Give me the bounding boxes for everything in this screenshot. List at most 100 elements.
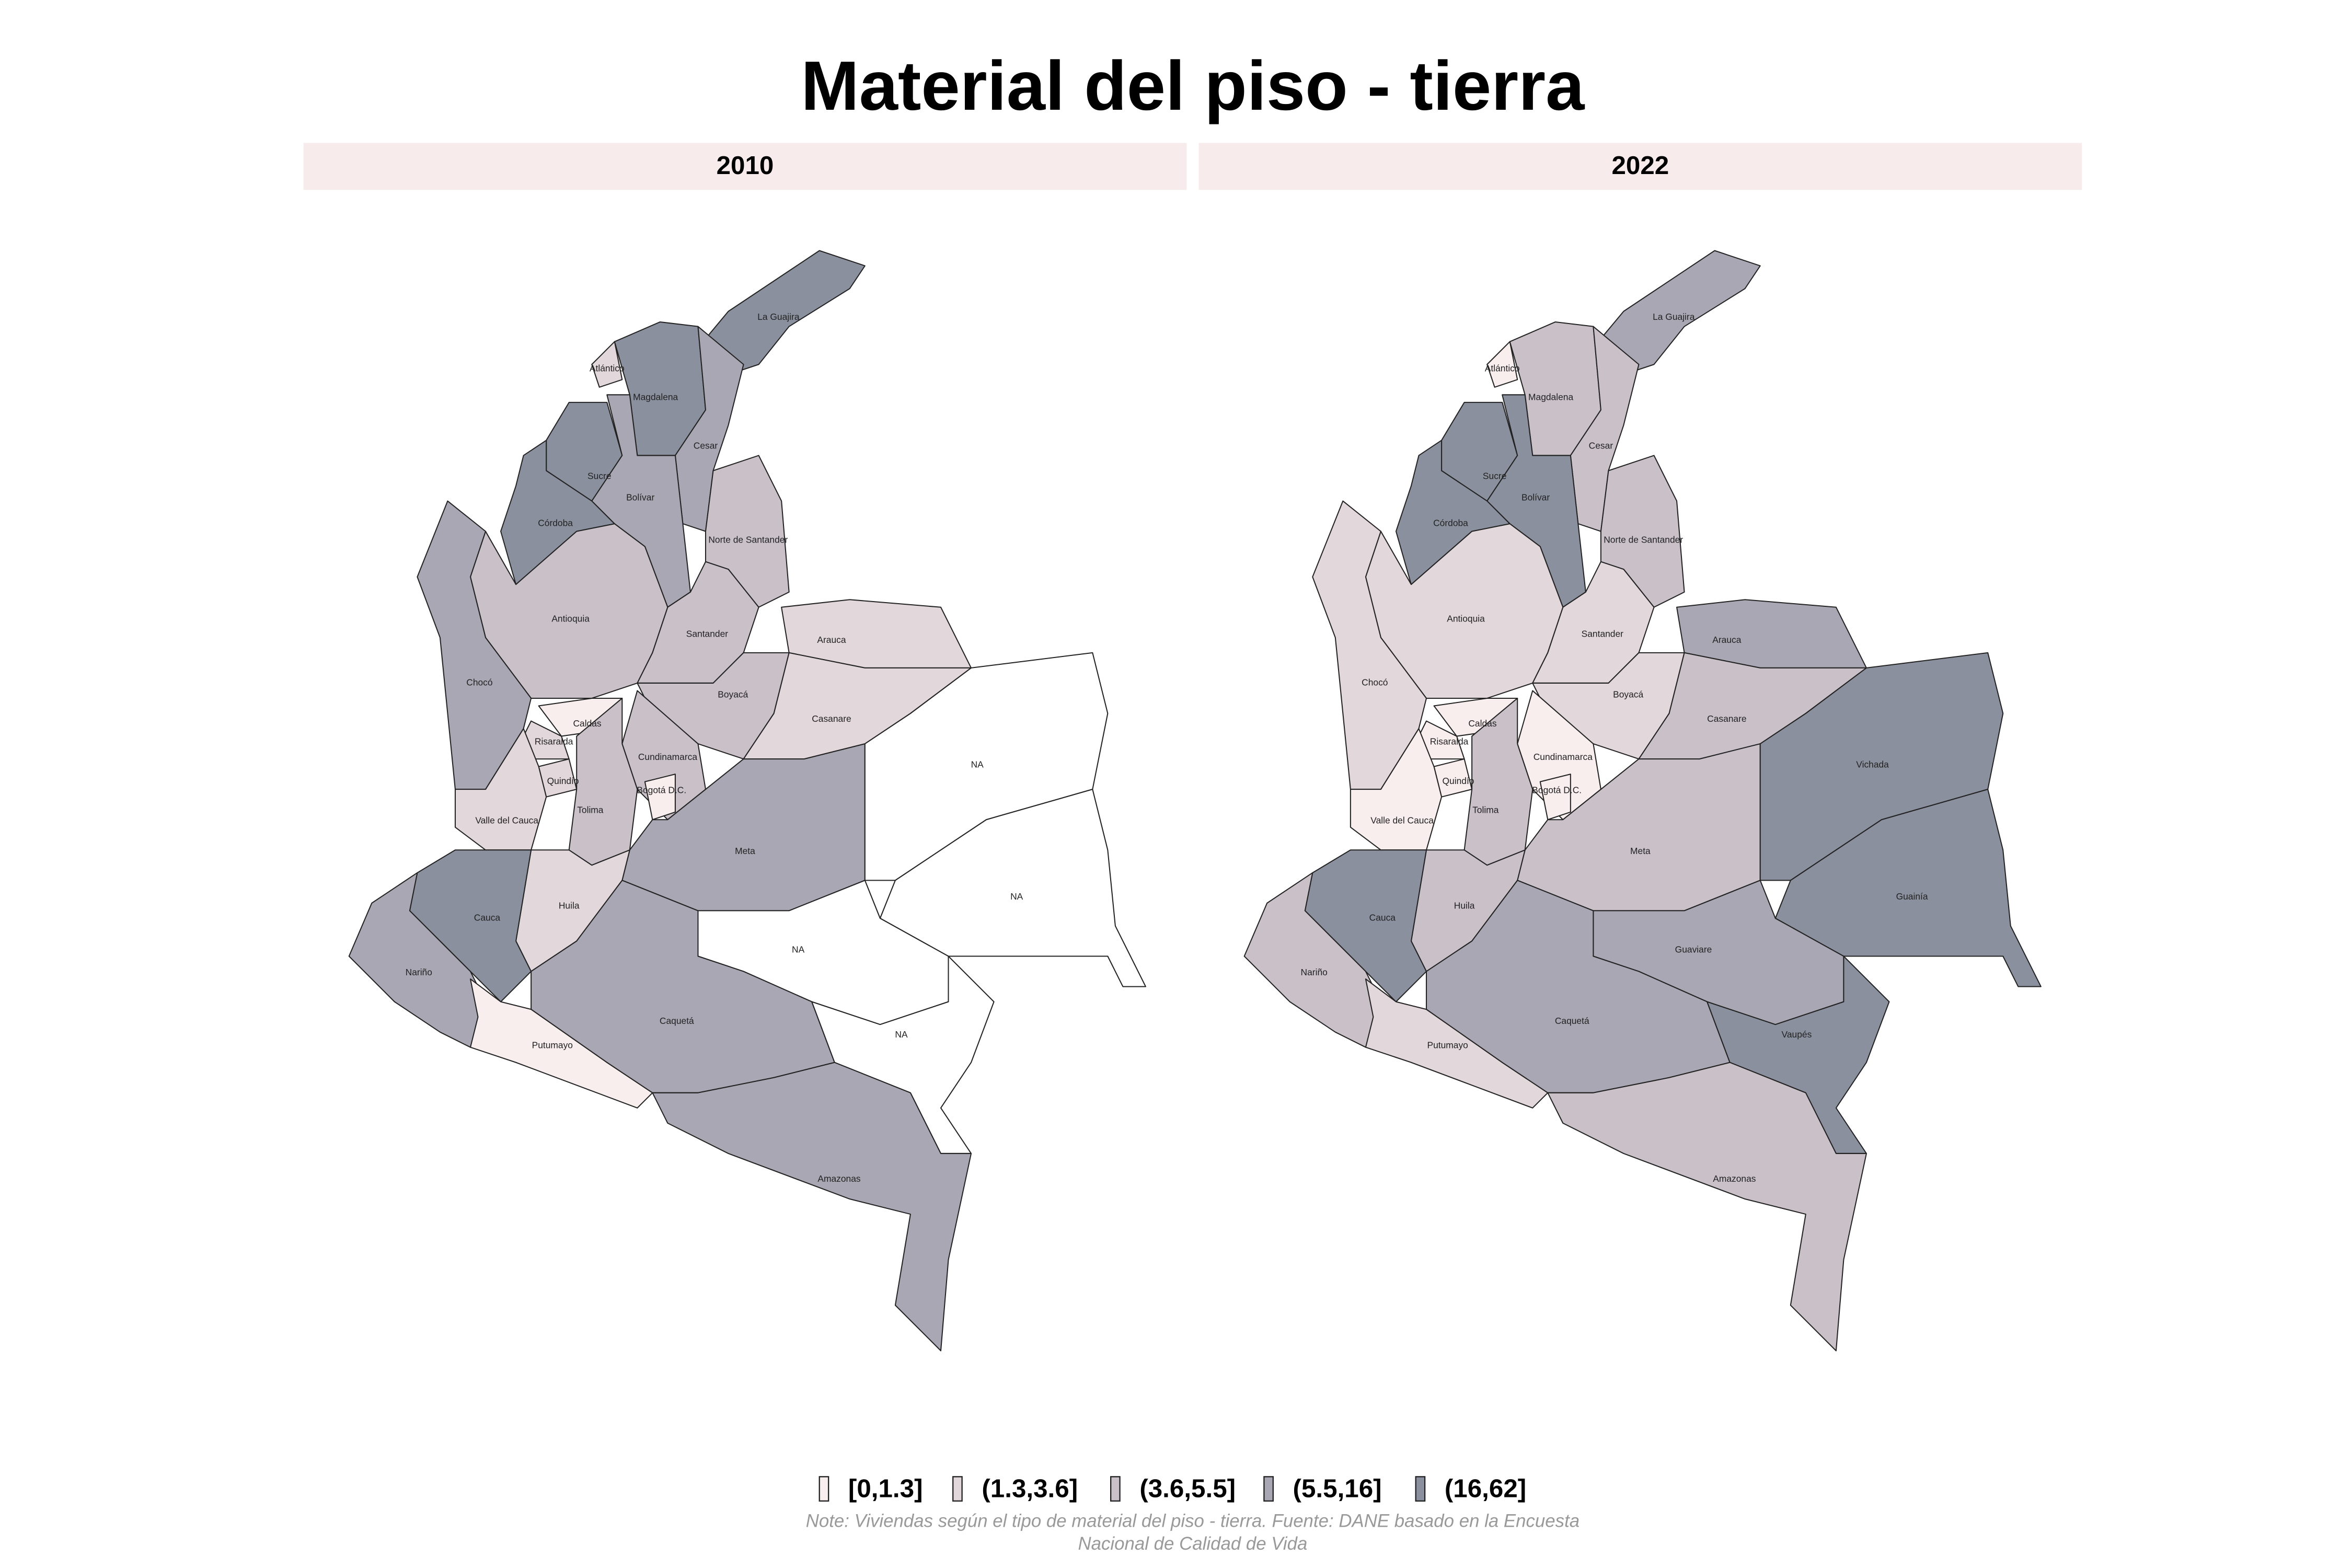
region-label: Chocó — [466, 677, 492, 688]
region — [1350, 728, 1443, 851]
region-label: Córdoba — [538, 518, 573, 528]
legend-label: (16,62] — [1445, 1474, 1526, 1503]
legend-swatch — [1110, 1476, 1121, 1502]
legend-swatch — [1415, 1476, 1426, 1502]
region-label: Córdoba — [1433, 518, 1468, 528]
region-label: Tolima — [577, 804, 604, 815]
region — [1759, 652, 2004, 881]
region-label: Tolima — [1472, 804, 1499, 815]
region — [644, 774, 676, 821]
panel-strip — [1198, 143, 2082, 190]
region-label: Casanare — [812, 713, 851, 724]
legend-swatch — [818, 1476, 829, 1502]
region-label: Putumayo — [1427, 1040, 1468, 1050]
region-label: Cauca — [1369, 913, 1396, 923]
region-label: Cundinamarca — [1534, 752, 1593, 762]
legend-label: (3.6,5.5] — [1139, 1474, 1236, 1503]
region — [454, 728, 547, 851]
region — [1547, 1062, 1867, 1352]
region-label: Santander — [686, 629, 729, 639]
map-panel: La Guajira Atlántico Magdalena Cesar Sucre Bo… — [1243, 250, 2042, 1352]
region-label: Amazonas — [1713, 1173, 1756, 1184]
region-label: Sucre — [1483, 471, 1506, 481]
region — [1539, 774, 1571, 821]
region-label: Guainía — [1896, 891, 1928, 902]
region — [417, 500, 532, 790]
panel-strip — [303, 143, 1187, 190]
region-label: Huila — [559, 900, 580, 910]
note: Note: Viviendas según el tipo de materia… — [806, 1511, 1579, 1531]
region-label: Norte de Santander — [708, 535, 788, 545]
note: Nacional de Calidad de Vida — [1078, 1534, 1307, 1554]
region — [864, 652, 1109, 881]
region-label: Vichada — [1856, 759, 1889, 769]
region-label: Quindío — [547, 776, 579, 786]
region-label: Bolívar — [626, 492, 654, 502]
region-label: Bogotá D.C. — [637, 785, 686, 795]
region-label: Guaviare — [1675, 944, 1712, 954]
region-label: Sucre — [587, 471, 611, 481]
region-label: Cesar — [694, 441, 718, 451]
region-label: Nariño — [1301, 967, 1328, 977]
panel-title: 2022 — [1611, 151, 1669, 180]
legend-swatch — [1263, 1476, 1274, 1502]
panel-title: 2010 — [717, 151, 774, 180]
legend-label: (5.5,16] — [1293, 1474, 1382, 1503]
region-label: Caldas — [1468, 718, 1496, 729]
region — [1243, 872, 1381, 1048]
region-label: NA — [792, 944, 805, 954]
region — [348, 872, 487, 1048]
map-panel: La Guajira Atlántico Magdalena Cesar Sucre Bo… — [348, 250, 1146, 1352]
region-label: Antioquia — [551, 614, 590, 624]
region-label: Boyacá — [1613, 689, 1643, 700]
region-label: Amazonas — [817, 1173, 861, 1184]
region-label: Quindío — [1443, 776, 1474, 786]
region-label: Meta — [1630, 846, 1651, 856]
legend-swatch — [952, 1476, 963, 1502]
region-label: Magdalena — [1528, 392, 1573, 402]
region-label: Caquetá — [1555, 1016, 1589, 1026]
region-label: Valle del Cauca — [1370, 815, 1434, 826]
region-label: Atlántico — [1485, 363, 1520, 374]
region-label: Risaralda — [1430, 736, 1469, 747]
region-label: Norte de Santander — [1604, 535, 1683, 545]
region — [1365, 978, 1549, 1109]
region-label: NA — [971, 759, 984, 769]
region-label: Cundinamarca — [638, 752, 698, 762]
region-label: Boyacá — [718, 689, 748, 700]
region-label: Cauca — [474, 913, 501, 923]
region-label: Santander — [1582, 629, 1624, 639]
legend-label: [0,1.3] — [848, 1474, 923, 1503]
region — [1312, 500, 1427, 790]
region-label: Casanare — [1707, 713, 1746, 724]
title: Material del piso - tierra — [801, 47, 1585, 125]
region-label: Caquetá — [660, 1016, 694, 1026]
region — [652, 1062, 972, 1352]
region-label: Valle del Cauca — [475, 815, 538, 826]
region-label: Bogotá D.C. — [1532, 785, 1582, 795]
region-label: La Guajira — [1653, 312, 1695, 322]
legend-label: (1.3,3.6] — [982, 1474, 1078, 1503]
region-label: Vaupés — [1782, 1029, 1812, 1040]
region-label: Bolívar — [1521, 492, 1550, 502]
region-label: Caldas — [573, 718, 601, 729]
region-label: Chocó — [1362, 677, 1388, 688]
region-label: NA — [1010, 891, 1023, 902]
region-label: Huila — [1454, 900, 1475, 910]
region-label: Putumayo — [532, 1040, 573, 1050]
region-label: La Guajira — [757, 312, 800, 322]
region-label: Antioquia — [1447, 614, 1485, 624]
region-label: NA — [895, 1029, 908, 1040]
region — [591, 341, 623, 388]
region — [469, 978, 653, 1109]
region-label: Arauca — [1712, 635, 1741, 645]
region-label: Meta — [735, 846, 755, 856]
region — [1486, 341, 1518, 388]
region-label: Magdalena — [633, 392, 678, 402]
region-label: Atlántico — [590, 363, 625, 374]
region-label: Cesar — [1589, 441, 1613, 451]
region-label: Nariño — [406, 967, 432, 977]
